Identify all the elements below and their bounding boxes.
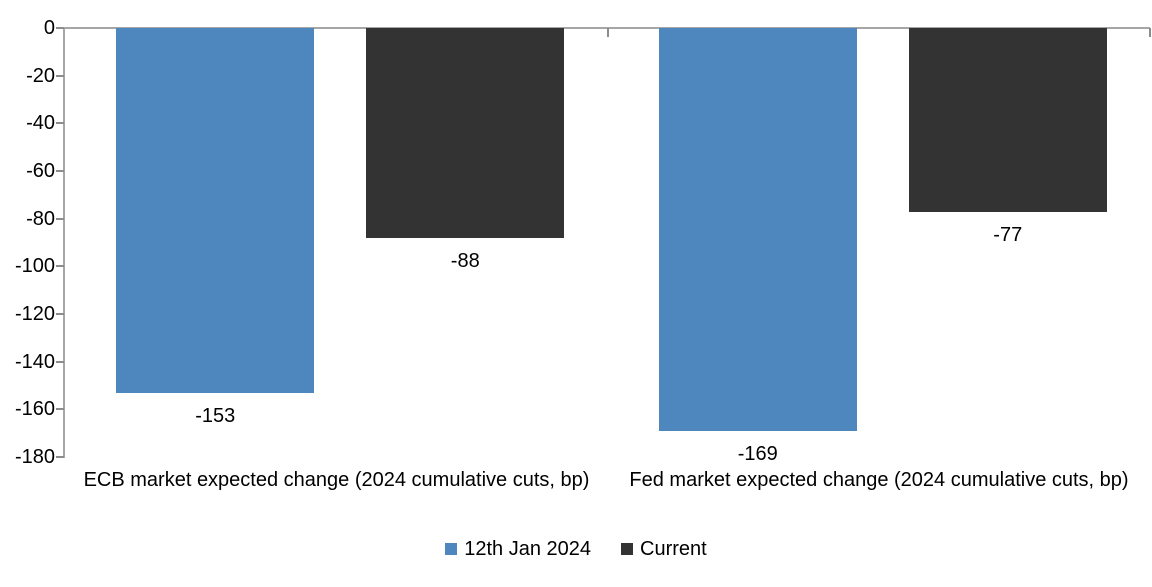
category-label-fed: Fed market expected change (2024 cumulat… [629, 469, 1129, 491]
y-tick-mark [56, 74, 64, 77]
y-tick-label: -100 [14, 255, 55, 278]
category-label-ecb: ECB market expected change (2024 cumulat… [83, 469, 590, 491]
y-tick-label: -120 [14, 303, 55, 325]
y-tick-label: -80 [26, 207, 55, 230]
legend-label-12th-jan-2024: 12th Jan 2024 [464, 538, 592, 560]
legend-label-current: Current [640, 538, 707, 560]
y-tick-mark [56, 170, 64, 172]
category-tick-mark [1149, 28, 1151, 37]
y-tick-mark [56, 360, 64, 363]
legend-swatch-icon [621, 543, 634, 555]
bar-data-label: -77 [993, 223, 1023, 246]
legend-item-current: Current [621, 538, 707, 560]
bar-ecb-jan [116, 28, 315, 393]
legend-swatch-icon [445, 543, 458, 555]
category-tick-mark [606, 28, 609, 37]
bar-fed-jan [658, 28, 857, 431]
legend: 12th Jan 2024 Current [0, 538, 1152, 560]
bar-data-label: -169 [737, 442, 778, 465]
bar-fed-current [908, 28, 1107, 212]
y-tick-label: -160 [14, 398, 55, 421]
y-tick-mark [56, 217, 64, 220]
y-tick-label: -40 [26, 112, 55, 135]
legend-item-12th-jan-2024: 12th Jan 2024 [445, 538, 591, 560]
bar-data-label: -153 [195, 404, 236, 427]
y-tick-label: -20 [26, 64, 55, 87]
bar-ecb-current [366, 28, 565, 238]
y-tick-mark [56, 408, 64, 411]
y-tick-mark [56, 456, 64, 458]
y-tick-label: -140 [14, 350, 55, 373]
y-tick-label: -60 [26, 160, 55, 182]
y-tick-mark [56, 313, 64, 315]
y-axis-line [63, 27, 65, 458]
y-tick-mark [56, 265, 64, 268]
y-tick-label: 0 [43, 17, 55, 39]
y-tick-mark [56, 122, 64, 125]
y-tick-mark [56, 27, 64, 29]
bar-data-label: -88 [450, 249, 480, 272]
y-tick-label: -180 [14, 446, 55, 468]
